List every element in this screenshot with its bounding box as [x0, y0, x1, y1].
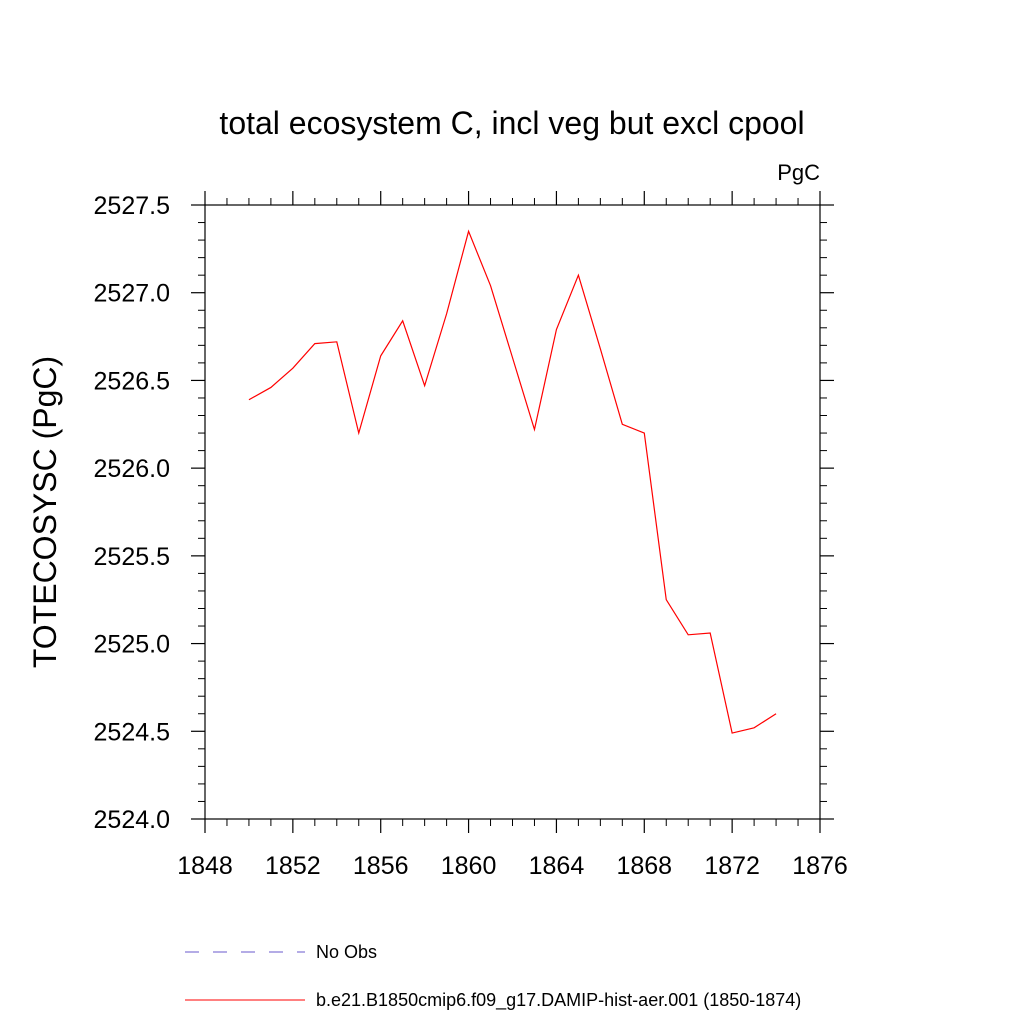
axis-tick-labels: 1848 1852 1856 1860 1864 1868 1872 1876 2524.0 25…: [94, 192, 848, 880]
series-group: [248, 229, 777, 734]
y-axis-title: TOTECOSYSC (PgC): [27, 356, 63, 668]
x-tick-label: 1876: [792, 852, 848, 880]
axis-ticks: [191, 191, 834, 833]
y-tick-label: 2524.0: [94, 806, 170, 834]
y-tick-label: 2526.0: [94, 455, 170, 483]
y-tick-label: 2525.0: [94, 631, 170, 659]
legend-label: No Obs: [316, 942, 377, 962]
x-tick-label: 1856: [353, 852, 409, 880]
chart-title: total ecosystem C, incl veg but excl cpo…: [219, 105, 804, 141]
units-label: PgC: [777, 160, 820, 185]
plot-frame: [204, 204, 821, 820]
x-tick-label: 1848: [177, 852, 233, 880]
x-tick-label: 1868: [616, 852, 672, 880]
y-tick-label: 2526.5: [94, 367, 170, 395]
series-line: [248, 229, 777, 734]
y-tick-label: 2527.0: [94, 280, 170, 308]
x-tick-label: 1872: [704, 852, 760, 880]
y-tick-label: 2524.5: [94, 718, 170, 746]
x-tick-label: 1852: [265, 852, 321, 880]
x-tick-label: 1860: [441, 852, 497, 880]
legend-label: b.e21.B1850cmip6.f09_g17.DAMIP-hist-aer.…: [316, 990, 801, 1011]
legend: No Obs b.e21.B1850cmip6.f09_g17.DAMIP-his…: [185, 942, 801, 1011]
x-tick-label: 1864: [529, 852, 585, 880]
y-tick-label: 2527.5: [94, 192, 170, 220]
y-tick-label: 2525.5: [94, 543, 170, 571]
